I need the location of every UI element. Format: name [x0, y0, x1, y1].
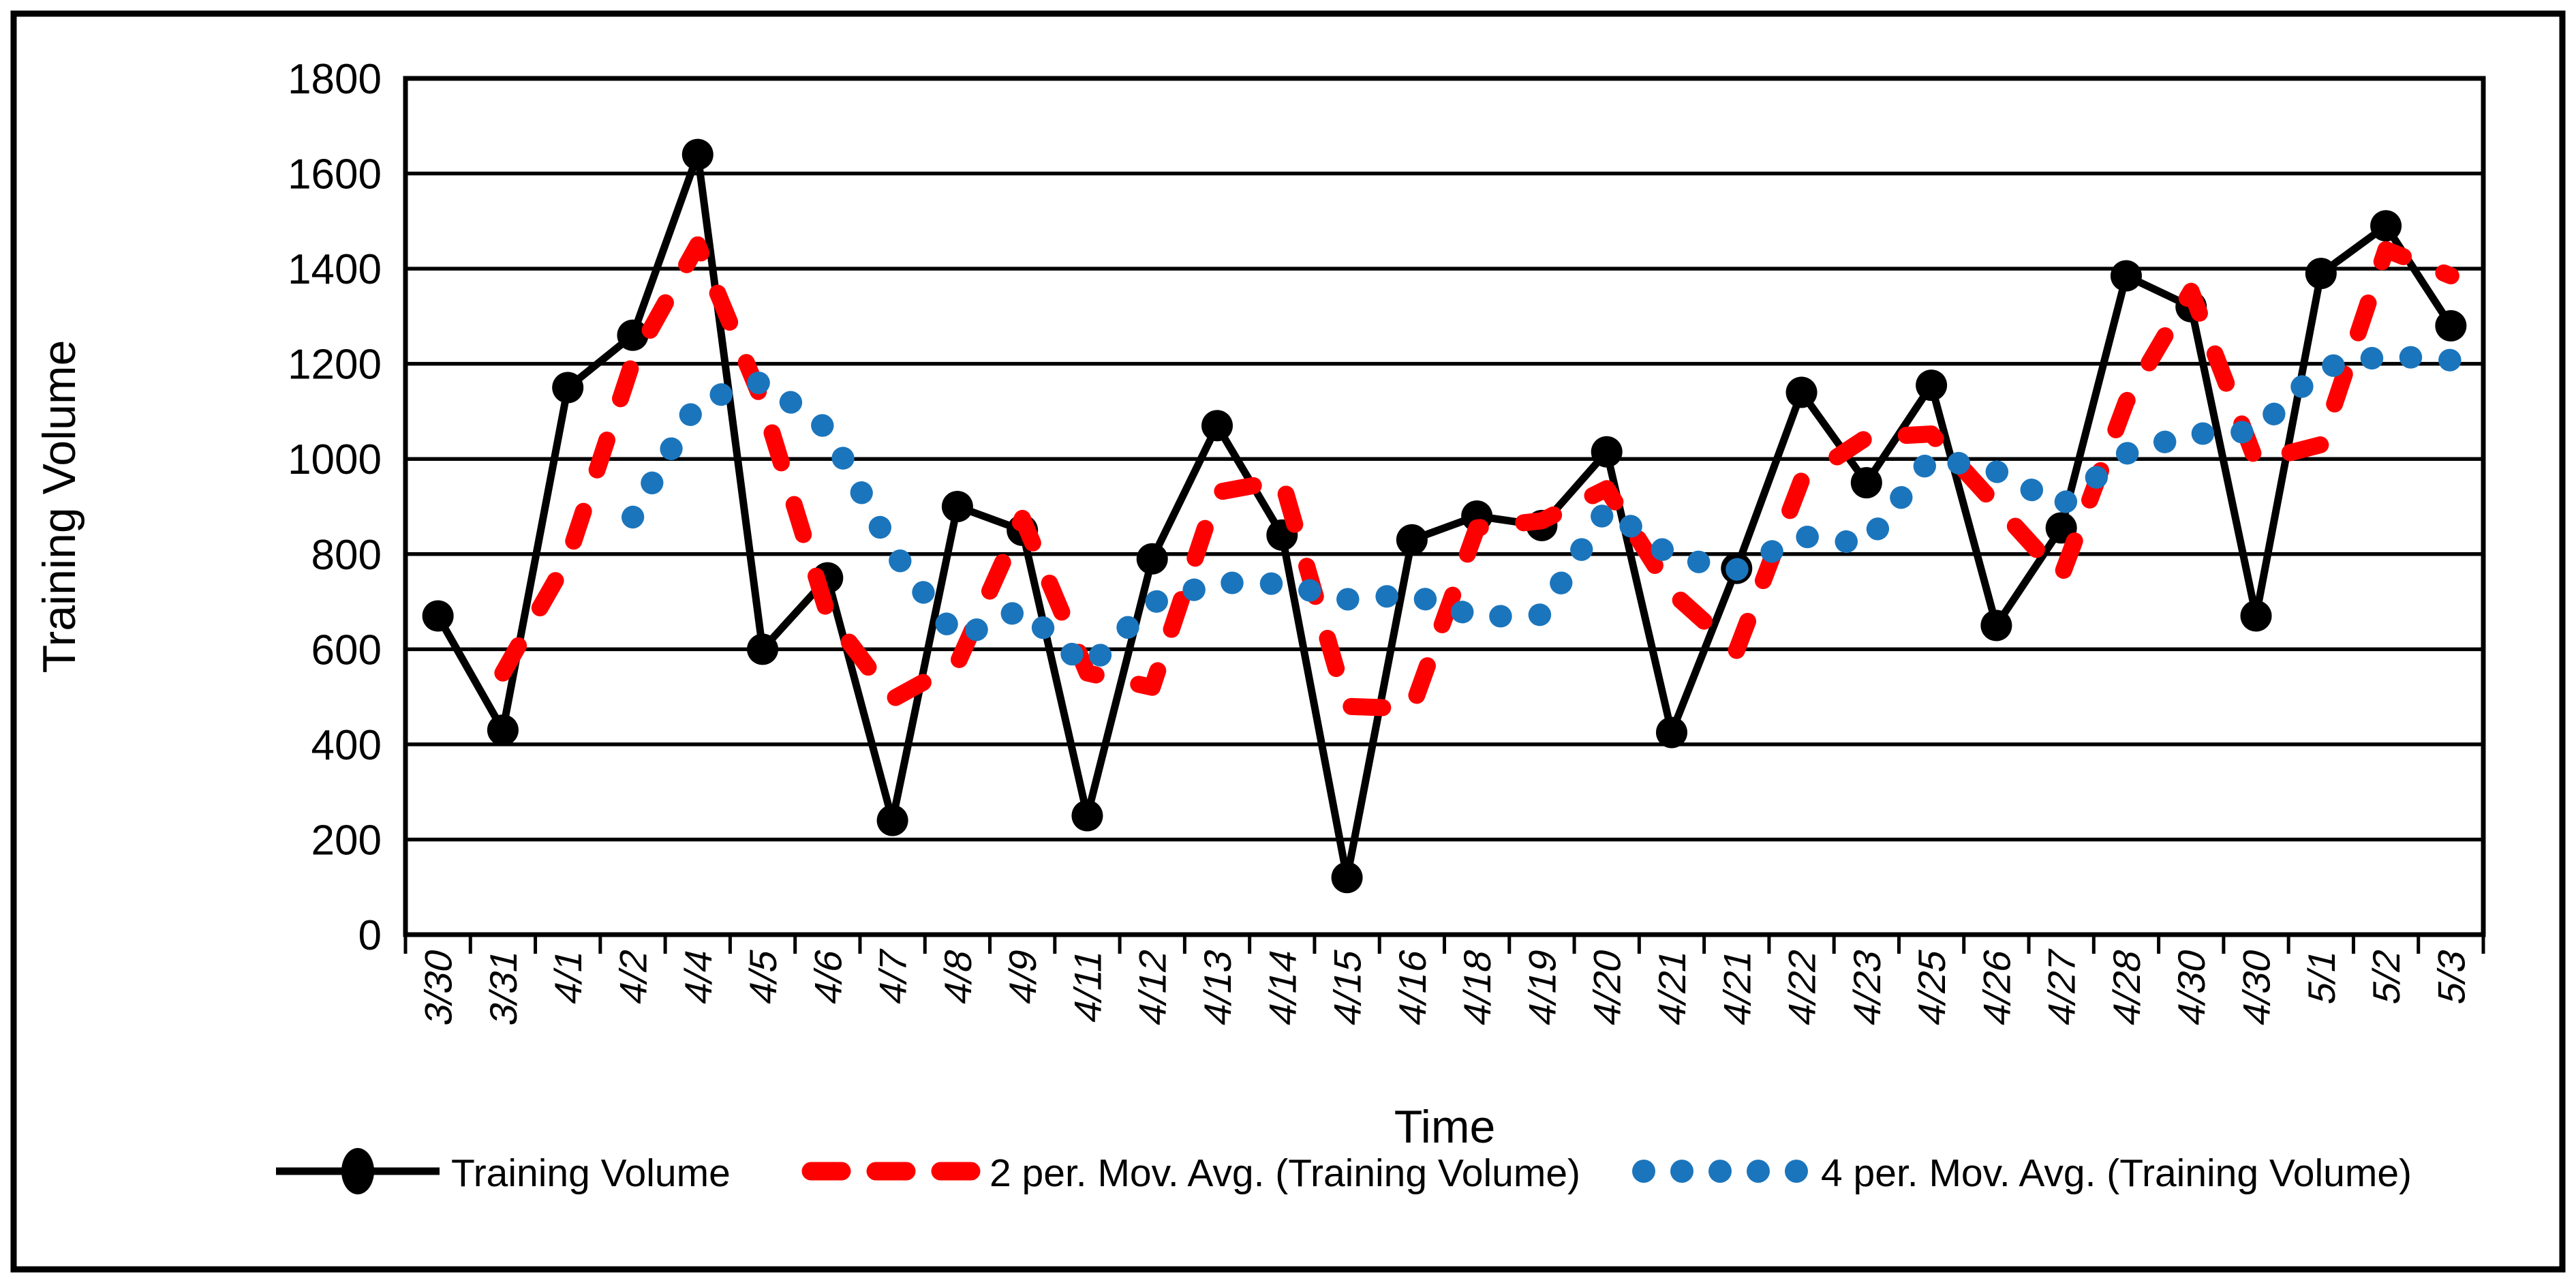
series-training-volume-marker [1591, 436, 1623, 468]
legend-black-dot-marker-icon [341, 1148, 374, 1194]
x-tick-label: 4/12 [1132, 945, 1174, 1029]
legend: Training Volume 2 per. Mov. Avg. (Traini… [276, 1148, 2412, 1195]
legend-blue-dot-marker-icon [1670, 1160, 1693, 1183]
x-tick-label: 4/8 [938, 945, 980, 1008]
x-tick-label: 4/20 [1586, 945, 1629, 1029]
gridlines-layer [403, 76, 2486, 937]
x-tick-label: 4/18 [1457, 945, 1499, 1029]
y-tick-label: 400 [311, 722, 382, 769]
series-training-volume-marker [1071, 800, 1103, 832]
series-2-per-mov-avg-line [494, 236, 2459, 718]
plot-border [403, 76, 2486, 937]
x-axis-title: Time [1394, 1101, 1496, 1153]
x-tick-label: 4/30 [2236, 945, 2278, 1029]
series-layer [422, 138, 2467, 894]
series-training-volume-marker [1655, 716, 1687, 749]
series-training-volume-marker [2435, 310, 2467, 342]
series-training-volume-marker [747, 633, 779, 665]
series-training-volume-marker [1396, 524, 1428, 556]
legend-blue-dot-marker-icon [1632, 1160, 1655, 1183]
series-4-per-mov-avg-line [622, 344, 2462, 680]
x-tick-label: 4/6 [808, 945, 850, 1008]
series-training-volume-marker [2305, 258, 2337, 290]
legend-item-4-per-mov-avg: 4 per. Mov. Avg. (Training Volume) [1632, 1151, 2412, 1195]
series-training-volume-marker [1916, 369, 1948, 402]
x-tick-label: 4/9 [1002, 945, 1045, 1008]
series-training-volume-marker [1785, 376, 1818, 408]
legend-label-2-per-mov-avg: 2 per. Mov. Avg. (Training Volume) [990, 1151, 1580, 1195]
series-training-volume-marker [2240, 600, 2272, 632]
series-training-volume-marker [2370, 210, 2402, 242]
x-tick-label: 4/21 [1652, 945, 1694, 1029]
x-tick-label: 4/5 [743, 945, 785, 1008]
y-tick-label: 200 [311, 817, 382, 864]
series-training-volume-marker [552, 372, 584, 404]
x-tick-label: 4/16 [1392, 945, 1435, 1029]
series-training-volume-marker [1850, 467, 1882, 499]
y-tick-label: 1200 [288, 342, 382, 389]
series-training-volume-marker [1201, 410, 1233, 442]
legend-blue-dot-marker-icon [1785, 1160, 1808, 1183]
x-tick-label: 4/13 [1197, 945, 1240, 1029]
outer-border [10, 10, 2566, 1273]
series-training-volume-marker [422, 600, 454, 632]
y-tick-label: 800 [311, 532, 382, 579]
series-training-volume-marker [2110, 260, 2142, 292]
x-tick-label: 4/7 [872, 945, 915, 1008]
legend-blue-dot-marker-icon [1747, 1160, 1770, 1183]
x-tick-label: 3/31 [483, 945, 525, 1029]
series-training-volume-marker [1331, 862, 1363, 894]
axes-layer: 0 200 400 600 800 1000 1200 1400 1600 1800 3/30 3/3… [288, 56, 2485, 1029]
x-tick-label: 4/21 [1717, 945, 1759, 1029]
x-tick-label: 4/28 [2106, 945, 2149, 1029]
x-tick-label: 4/23 [1847, 945, 1889, 1029]
legend-label-training-volume: Training Volume [451, 1151, 731, 1195]
x-tick-label: 4/26 [1976, 945, 2019, 1029]
series-training-volume-line [434, 151, 2455, 881]
y-tick-label: 600 [311, 627, 382, 674]
x-tick-label: 4/25 [1912, 945, 1954, 1029]
y-tick-label: 1800 [288, 56, 382, 103]
x-tick-label: 4/14 [1262, 945, 1304, 1029]
y-tick-label: 0 [358, 912, 382, 959]
x-tick-label: 5/3 [2431, 945, 2473, 1008]
series-training-volume-marker [617, 319, 649, 351]
legend-blue-dot-marker-icon [1708, 1160, 1732, 1183]
y-tick-label: 1600 [288, 151, 382, 198]
y-tick-label: 1000 [288, 436, 382, 483]
x-tick-label: 4/15 [1327, 945, 1369, 1029]
x-tick-label: 4/22 [1781, 945, 1824, 1029]
x-tick-label: 4/19 [1522, 945, 1564, 1029]
x-tick-label: 4/30 [2171, 945, 2213, 1029]
series-training-volume-marker [876, 804, 908, 836]
x-tick-label: 4/27 [2041, 945, 2083, 1029]
series-training-volume-marker [1980, 609, 2012, 642]
x-tick-label: 3/30 [418, 945, 460, 1029]
legend-item-2-per-mov-avg: 2 per. Mov. Avg. (Training Volume) [801, 1151, 1580, 1195]
legend-label-4-per-mov-avg: 4 per. Mov. Avg. (Training Volume) [1821, 1151, 2412, 1195]
x-tick-label: 4/1 [548, 945, 590, 1008]
y-tick-label: 1400 [288, 246, 382, 293]
legend-item-training-volume: Training Volume [276, 1148, 731, 1195]
x-tick-label: 5/1 [2301, 945, 2344, 1008]
series-training-volume-marker [487, 714, 519, 746]
series-training-volume-marker [681, 138, 714, 170]
series-training-volume-marker [941, 491, 973, 522]
series-training-volume-marker [1136, 543, 1168, 575]
x-tick-label: 4/2 [613, 945, 655, 1008]
x-tick-label: 5/2 [2366, 945, 2408, 1008]
x-tick-label: 4/11 [1067, 945, 1109, 1027]
y-axis-title: Training Volume [33, 340, 85, 674]
x-tick-label: 4/4 [678, 945, 720, 1008]
